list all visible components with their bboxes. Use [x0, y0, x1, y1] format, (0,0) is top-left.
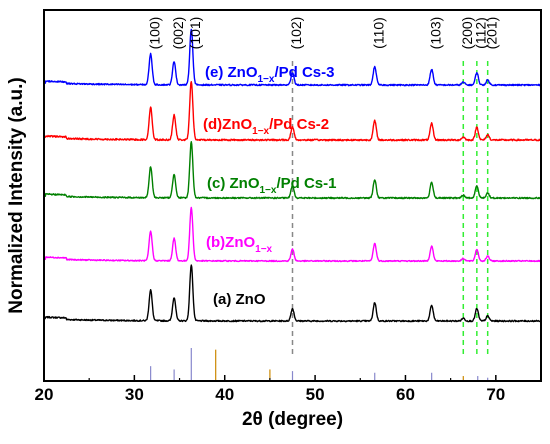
series-labels: (a) ZnO (b)ZnO1−x (c) ZnO1−x/Pd Cs-1 (d)ZnO… — [203, 64, 336, 308]
x-tick-label: 60 — [396, 385, 415, 404]
x-tick-label: 20 — [35, 385, 54, 404]
series-label: (e) ZnO1−x/Pd Cs-3 — [205, 64, 334, 85]
series-label: (b)ZnO1−x — [206, 234, 273, 255]
peak-label: (201) — [483, 17, 499, 50]
series-line — [43, 28, 542, 87]
x-tick-label: 40 — [215, 385, 234, 404]
series-line — [43, 206, 542, 263]
peak-label: (002) — [170, 17, 186, 50]
series-line — [43, 81, 542, 142]
plot-frame — [43, 9, 542, 382]
peak-label: (102) — [288, 17, 304, 50]
peak-label: (100) — [146, 17, 162, 50]
peak-label: (110) — [370, 17, 386, 49]
y-axis-label: Normalized Intensity (a.u.) — [6, 77, 27, 313]
x-tick-label: 70 — [486, 385, 505, 404]
x-axis-label: 2θ (degree) — [242, 409, 343, 430]
series-label: (a) ZnO — [213, 291, 266, 308]
peak-label: (101) — [187, 17, 203, 50]
x-tick-label: 50 — [306, 385, 325, 404]
series-line — [43, 264, 542, 323]
peak-label: (112) — [473, 17, 489, 49]
peak-labels: (100) (002) (101) (102) (110) (103) (200)(112)… — [146, 17, 499, 50]
peak-label: (103) — [427, 17, 443, 50]
series-label: (d)ZnO1−x/Pd Cs-2 — [203, 116, 329, 137]
peak-label: (200) — [459, 17, 475, 50]
reference-lines — [291, 61, 489, 356]
series-line — [43, 141, 542, 200]
series-label: (c) ZnO1−x/Pd Cs-1 — [207, 175, 336, 196]
x-axis-ticks: 20 30 40 50 60 70 — [35, 375, 505, 404]
xrd-curves — [43, 28, 542, 323]
reference-sticks — [150, 348, 489, 381]
x-tick-label: 30 — [125, 385, 144, 404]
